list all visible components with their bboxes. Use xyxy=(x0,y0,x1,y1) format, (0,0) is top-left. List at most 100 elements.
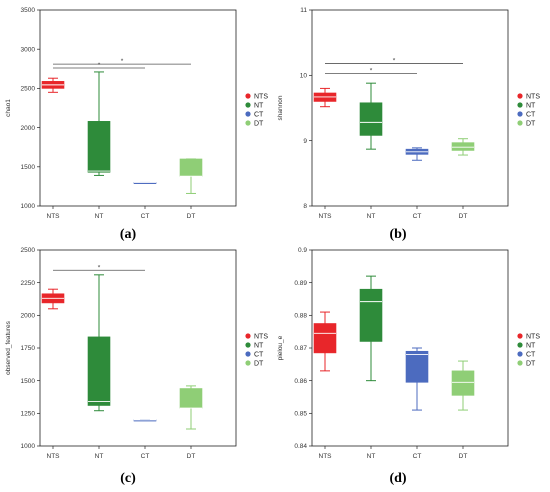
plot-frame xyxy=(39,9,237,207)
y-tick-label: 3500 xyxy=(21,7,36,14)
x-tick-label: NT xyxy=(95,213,104,220)
y-tick-label: 1250 xyxy=(21,411,36,418)
legend-label-NTS: NTS xyxy=(526,333,540,340)
plot-frame xyxy=(39,249,237,447)
legend-label-CT: CT xyxy=(526,111,536,118)
box-iqr xyxy=(405,350,429,383)
box-NT xyxy=(87,274,111,412)
legend-label-CT: CT xyxy=(254,111,264,118)
legend-label-NTS: NTS xyxy=(254,333,268,340)
legend-marker-NT xyxy=(517,102,523,108)
x-tick-label: NTS xyxy=(319,213,333,220)
x-tick-label: NTS xyxy=(47,453,61,460)
significance-star: * xyxy=(98,264,101,271)
legend-label-CT: CT xyxy=(526,351,536,358)
legend-label-NT: NT xyxy=(526,342,536,349)
plot-frame xyxy=(311,9,509,207)
box-iqr xyxy=(451,142,475,151)
legend-marker-DT xyxy=(517,120,523,126)
legend-marker-NTS xyxy=(245,93,251,99)
box-CT xyxy=(133,419,157,422)
legend-marker-NTS xyxy=(517,93,523,99)
panel-3: 1000 1250 1500 1750 2000 2250 2500 NTS NT CT DT obs… xyxy=(5,247,268,486)
y-tick-label: 0.85 xyxy=(294,411,307,418)
legend-marker-DT xyxy=(245,360,251,366)
y-axis-label: shannon xyxy=(277,95,284,120)
panel-4: 0.84 0.85 0.86 0.87 0.88 0.89 0.9 NTS NT CT DT piel… xyxy=(277,247,540,486)
plot-frame xyxy=(311,249,509,447)
legend-marker-CT xyxy=(517,111,523,117)
legend-label-NT: NT xyxy=(254,102,264,109)
x-tick-label: CT xyxy=(141,453,150,460)
panel-label: (c) xyxy=(120,471,136,486)
box-iqr xyxy=(359,102,383,136)
y-tick-label: 2250 xyxy=(21,280,36,287)
legend-marker-NT xyxy=(245,342,251,348)
significance-star: * xyxy=(393,58,396,65)
y-tick-label: 9 xyxy=(303,138,307,145)
legend-label-DT: DT xyxy=(254,360,264,367)
y-tick-label: 11 xyxy=(300,7,307,14)
legend-marker-CT xyxy=(245,351,251,357)
significance-star: * xyxy=(370,67,373,74)
y-axis-label: pielou_e xyxy=(277,335,284,360)
y-tick-label: 0.88 xyxy=(294,313,307,320)
box-iqr xyxy=(179,158,203,177)
panel-label: (d) xyxy=(389,471,406,486)
box-NT xyxy=(359,275,383,382)
box-CT xyxy=(405,147,429,161)
legend-label-DT: DT xyxy=(526,120,536,127)
y-tick-label: 1500 xyxy=(21,378,36,385)
significance-star: * xyxy=(121,58,124,65)
box-DT xyxy=(179,158,203,194)
panel-2: 8 9 10 11 NTS NT CT DT shannon * * NTS NT CT DT (b) xyxy=(277,7,540,242)
legend-label-NT: NT xyxy=(526,102,536,109)
y-tick-label: 2000 xyxy=(21,125,36,132)
y-tick-label: 1750 xyxy=(21,345,36,352)
panel-label: (b) xyxy=(389,227,406,242)
y-tick-label: 0.9 xyxy=(298,247,307,254)
y-tick-label: 8 xyxy=(303,203,307,210)
box-NT xyxy=(359,82,383,150)
box-iqr xyxy=(359,288,383,342)
y-tick-label: 1500 xyxy=(21,164,36,171)
legend-marker-DT xyxy=(517,360,523,366)
x-tick-label: NT xyxy=(367,453,376,460)
box-iqr xyxy=(179,388,203,409)
box-CT xyxy=(405,347,429,411)
y-tick-label: 0.89 xyxy=(294,280,307,287)
box-CT xyxy=(133,181,157,184)
box-iqr xyxy=(87,336,111,406)
panel-label: (a) xyxy=(120,227,137,242)
x-tick-label: NTS xyxy=(319,453,333,460)
y-tick-label: 2500 xyxy=(21,247,36,254)
y-tick-label: 0.84 xyxy=(294,443,307,450)
legend-label-DT: DT xyxy=(254,120,264,127)
y-tick-label: 2000 xyxy=(21,313,36,320)
box-iqr xyxy=(87,121,111,173)
legend-label-NTS: NTS xyxy=(254,93,268,100)
box-iqr xyxy=(313,323,337,354)
x-tick-label: CT xyxy=(413,453,422,460)
box-DT xyxy=(451,360,475,411)
legend-marker-CT xyxy=(245,111,251,117)
legend-marker-NT xyxy=(517,342,523,348)
x-tick-label: DT xyxy=(187,453,196,460)
legend-label-CT: CT xyxy=(254,351,264,358)
y-tick-label: 10 xyxy=(300,73,308,80)
x-tick-label: DT xyxy=(459,453,468,460)
box-NTS xyxy=(41,288,65,310)
y-tick-label: 1000 xyxy=(21,443,36,450)
x-tick-label: NTS xyxy=(47,213,61,220)
y-axis-label: observed_features xyxy=(5,320,12,375)
y-tick-label: 0.87 xyxy=(294,345,307,352)
legend-marker-NTS xyxy=(517,333,523,339)
legend-marker-NT xyxy=(245,102,251,108)
box-DT xyxy=(451,138,475,156)
y-tick-label: 3000 xyxy=(21,46,36,53)
legend-label-DT: DT xyxy=(526,360,536,367)
legend-label-NT: NT xyxy=(254,342,264,349)
x-tick-label: CT xyxy=(141,213,150,220)
box-NT xyxy=(87,71,111,176)
